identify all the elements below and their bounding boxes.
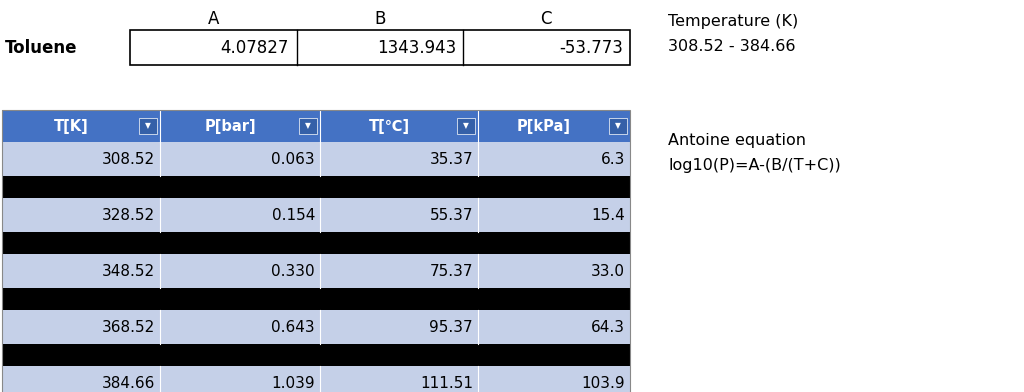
Text: P[kPa]: P[kPa]	[517, 118, 571, 134]
Text: 308.52: 308.52	[101, 151, 155, 167]
Text: 103.9: 103.9	[582, 376, 625, 390]
Bar	[2, 142, 630, 176]
Bar	[2, 366, 630, 392]
Text: 6.3: 6.3	[601, 151, 625, 167]
FancyBboxPatch shape	[299, 118, 317, 134]
Text: 0.643: 0.643	[271, 319, 315, 334]
Text: 0.330: 0.330	[271, 263, 315, 278]
Text: 35.37: 35.37	[429, 151, 473, 167]
Text: Temperature (K): Temperature (K)	[668, 13, 799, 29]
Text: 15.4: 15.4	[591, 207, 625, 223]
Text: 55.37: 55.37	[429, 207, 473, 223]
Text: 384.66: 384.66	[101, 376, 155, 390]
Text: 95.37: 95.37	[429, 319, 473, 334]
Text: 368.52: 368.52	[101, 319, 155, 334]
FancyBboxPatch shape	[139, 118, 157, 134]
Text: 75.37: 75.37	[429, 263, 473, 278]
Text: -53.773: -53.773	[559, 38, 623, 56]
Bar	[2, 110, 630, 392]
Text: A: A	[208, 10, 220, 28]
Bar	[2, 310, 630, 344]
Text: P[bar]: P[bar]	[204, 118, 256, 134]
FancyBboxPatch shape	[457, 118, 475, 134]
Text: 111.51: 111.51	[420, 376, 473, 390]
FancyBboxPatch shape	[609, 118, 627, 134]
Text: T[℃]: T[℃]	[369, 118, 410, 134]
Bar	[2, 344, 630, 366]
Text: 33.0: 33.0	[591, 263, 625, 278]
Bar	[2, 288, 630, 310]
Bar	[2, 110, 630, 142]
Text: C: C	[541, 10, 552, 28]
Bar	[2, 232, 630, 254]
Text: 1.039: 1.039	[271, 376, 315, 390]
Text: 328.52: 328.52	[101, 207, 155, 223]
Bar	[2, 176, 630, 198]
Text: Antoine equation: Antoine equation	[668, 132, 806, 147]
Text: ▼: ▼	[463, 122, 469, 131]
Text: ▼: ▼	[305, 122, 311, 131]
Text: log10(P)=A-(B/(T+C)): log10(P)=A-(B/(T+C))	[668, 158, 841, 172]
Text: 1343.943: 1343.943	[377, 38, 456, 56]
Text: T[K]: T[K]	[53, 118, 88, 134]
Text: 308.52 - 384.66: 308.52 - 384.66	[668, 38, 796, 53]
Bar	[2, 254, 630, 288]
Text: ▼: ▼	[615, 122, 621, 131]
Text: ▼: ▼	[145, 122, 151, 131]
Text: 0.063: 0.063	[271, 151, 315, 167]
Text: B: B	[375, 10, 386, 28]
Text: 0.154: 0.154	[271, 207, 315, 223]
Text: Toluene: Toluene	[5, 38, 78, 56]
Text: 348.52: 348.52	[101, 263, 155, 278]
Text: 64.3: 64.3	[591, 319, 625, 334]
Bar	[2, 198, 630, 232]
Text: 4.07827: 4.07827	[220, 38, 289, 56]
Bar	[130, 30, 630, 65]
